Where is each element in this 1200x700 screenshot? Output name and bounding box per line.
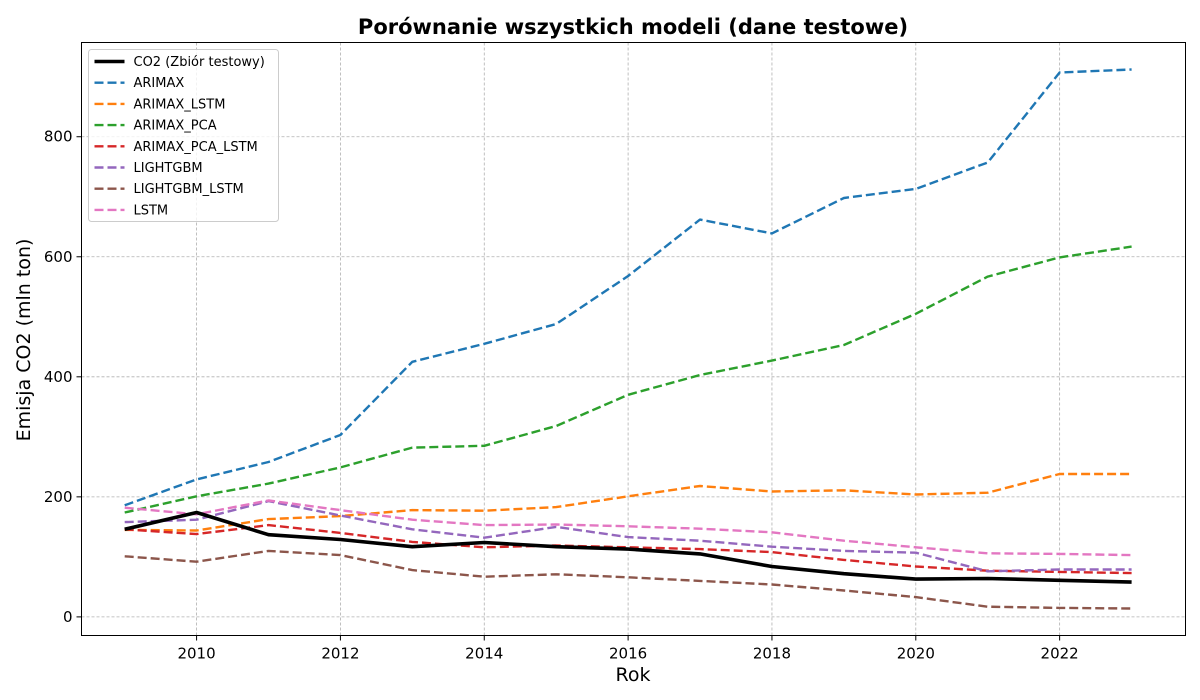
plot-area <box>81 42 1186 636</box>
legend-label: CO2 (Zbiór testowy) <box>134 55 265 70</box>
grid <box>81 42 1186 636</box>
series-line-co2-zbi-r-testowy <box>124 510 1132 584</box>
series-line-arimax-lstm <box>124 472 1132 532</box>
x-tick-label: 2022 <box>1041 645 1079 663</box>
x-axis-label: Rok <box>616 664 651 686</box>
y-tick-label: 800 <box>44 128 73 146</box>
x-tick-label: 2020 <box>897 645 935 663</box>
y-tick-label: 200 <box>44 488 73 506</box>
y-tick-label: 600 <box>44 248 73 266</box>
y-axis: 0 200 400 600 800 <box>44 128 82 626</box>
legend-label: ARIMAX_LSTM <box>134 97 226 112</box>
legend-box <box>88 49 279 222</box>
x-tick-label: 2014 <box>465 645 503 663</box>
y-tick-label: 400 <box>44 368 73 386</box>
legend-label: LIGHTGBM <box>134 161 203 176</box>
y-tick-label: 0 <box>63 608 73 626</box>
x-axis: 2010 2012 2014 2016 2018 2020 2022 <box>177 635 1079 663</box>
x-tick-label: 2010 <box>177 645 215 663</box>
legend-label: LIGHTGBM_LSTM <box>134 182 244 197</box>
legend-label: ARIMAX_PCA <box>134 119 217 134</box>
y-axis-label: Emisja CO2 (mln ton) <box>13 239 35 442</box>
legend-label: ARIMAX_PCA_LSTM <box>134 140 258 155</box>
legend: CO2 (Zbiór testowy) ARIMAX ARIMAX_LSTM ARIM… <box>88 49 279 222</box>
series-layer <box>124 68 1132 610</box>
chart-title: Porównanie wszystkich modeli (dane testo… <box>358 15 908 39</box>
legend-label: ARIMAX <box>134 76 185 91</box>
legend-label: LSTM <box>134 203 169 218</box>
x-tick-label: 2016 <box>609 645 647 663</box>
series-line-arimax <box>124 68 1132 507</box>
series-line-lightgbm <box>124 499 1132 573</box>
series-line-arimax-pca <box>124 245 1132 514</box>
series-line-lstm <box>124 499 1132 557</box>
x-tick-label: 2018 <box>753 645 791 663</box>
x-tick-label: 2012 <box>321 645 359 663</box>
